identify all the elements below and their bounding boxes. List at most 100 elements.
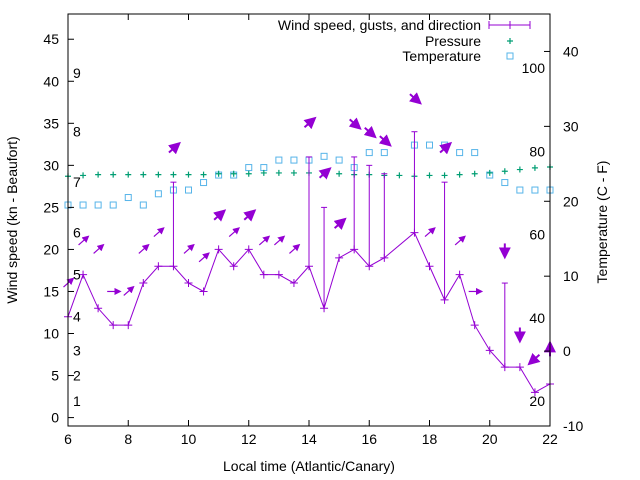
wind-speed-point	[500, 363, 509, 372]
y2-tick-label: 40	[563, 43, 579, 59]
temperature-point	[380, 149, 388, 157]
fahrenheit-label: 80	[529, 143, 545, 159]
wind-speed-point	[365, 262, 374, 271]
legend-entry-temperature: Temperature	[402, 48, 481, 64]
y-tick-label: 45	[43, 31, 59, 47]
y-axis-label: Wind speed (kn - Beaufort)	[4, 136, 20, 303]
wind-speed-point	[485, 346, 494, 355]
wind-direction-arrow	[454, 235, 466, 246]
wind-speed-point	[274, 270, 283, 279]
wind-speed-point	[154, 262, 163, 271]
wind-speed-point	[289, 279, 298, 288]
legend-wind-marker	[506, 21, 514, 29]
fahrenheit-label: 100	[522, 60, 546, 76]
x-tick-label: 20	[482, 431, 498, 447]
wind-direction-arrow	[348, 117, 362, 130]
temperature-point	[245, 164, 253, 172]
y-tick-label: 5	[51, 368, 59, 384]
wind-speed-point	[199, 287, 208, 296]
wind-direction-arrow	[243, 209, 257, 222]
temperature-point	[320, 152, 328, 160]
y-tick-label: 25	[43, 199, 59, 215]
legend-entry-wind: Wind speed, gusts, and direction	[278, 17, 481, 33]
y-tick-label: 20	[43, 241, 59, 257]
pressure-point	[230, 170, 237, 177]
pressure-point	[426, 172, 433, 179]
pressure-point	[170, 171, 177, 178]
legend: Wind speed, gusts, and direction Pressur…	[278, 17, 531, 64]
wind-speed-point	[79, 270, 88, 279]
y2-tick-label: 10	[563, 268, 579, 284]
x-tick-label: 10	[181, 431, 197, 447]
wind-direction-arrow	[363, 125, 377, 139]
pressure-point	[396, 172, 403, 179]
wind-direction-arrow	[258, 235, 271, 246]
wind-speed-point	[184, 279, 193, 288]
wind-speed-point	[335, 253, 344, 262]
wind-direction-arrow	[378, 134, 392, 147]
x-tick-label: 22	[542, 431, 558, 447]
chart-marks	[63, 92, 556, 397]
wind-speed-point	[455, 270, 464, 279]
wind-speed-point	[259, 270, 268, 279]
fahrenheit-label: 20	[529, 393, 545, 409]
pressure-point	[215, 170, 222, 177]
wind-speed-point	[229, 262, 238, 271]
fahrenheit-label: 60	[529, 227, 545, 243]
beaufort-label: 6	[73, 225, 81, 241]
temperature-point	[456, 149, 464, 157]
beaufort-label: 4	[73, 309, 81, 325]
x-axis-label: Local time (Atlantic/Canary)	[223, 458, 395, 474]
temperature-point	[124, 194, 132, 202]
y-tick-label: 35	[43, 115, 59, 131]
temperature-point	[426, 141, 433, 149]
wind-direction-arrow	[333, 217, 347, 231]
pressure-point	[185, 171, 192, 178]
wind-direction-arrow	[213, 209, 227, 222]
pressure-point	[516, 166, 523, 173]
temperature-point	[79, 201, 87, 209]
wind-direction-arrow	[318, 167, 332, 180]
wind-speed-line	[67, 231, 551, 394]
y-tick-label: 30	[43, 157, 59, 173]
pressure-point	[125, 171, 132, 178]
pressure-point	[501, 168, 508, 175]
wind-direction-arrow	[198, 252, 210, 263]
pressure-point	[110, 171, 117, 178]
wind-speed-point	[425, 262, 434, 271]
legend-temperature-marker	[506, 52, 514, 60]
pressure-point	[95, 171, 102, 178]
pressure-point	[290, 169, 297, 176]
x-tick-label: 12	[241, 431, 257, 447]
pressure-point	[80, 172, 87, 179]
pressure-point	[441, 172, 448, 179]
wind-direction-arrow	[527, 352, 541, 366]
wind-speed-point	[214, 245, 223, 254]
pressure-point	[486, 169, 493, 176]
beaufort-label: 7	[73, 174, 81, 190]
wind-direction-arrow	[228, 227, 240, 238]
beaufort-label: 9	[73, 65, 81, 81]
wind-direction-arrow	[167, 141, 181, 155]
legend-sample-wind	[488, 21, 531, 29]
temperature-point	[200, 179, 208, 187]
wind-direction-arrow	[408, 92, 422, 105]
wind-direction-arrow	[138, 243, 150, 254]
wind-direction-arrow	[183, 243, 195, 254]
temperature-point	[260, 164, 268, 172]
x-tick-label: 14	[301, 431, 317, 447]
wind-direction-arrow	[424, 227, 436, 238]
y2-tick-label: -10	[563, 418, 583, 434]
wind-speed-point	[305, 262, 313, 271]
wind-speed-point	[320, 304, 329, 313]
wind-speed-point	[139, 279, 148, 288]
temperature-point	[501, 179, 509, 187]
wind-direction-arrow	[123, 285, 135, 296]
x-tick-label: 16	[361, 431, 377, 447]
wind-speed-point	[530, 388, 539, 397]
legend-entry-pressure: Pressure	[425, 33, 481, 49]
y2-axis-label: Temperature (C - F)	[594, 161, 610, 284]
pressure-point	[471, 170, 478, 177]
temperature-point	[185, 186, 192, 194]
